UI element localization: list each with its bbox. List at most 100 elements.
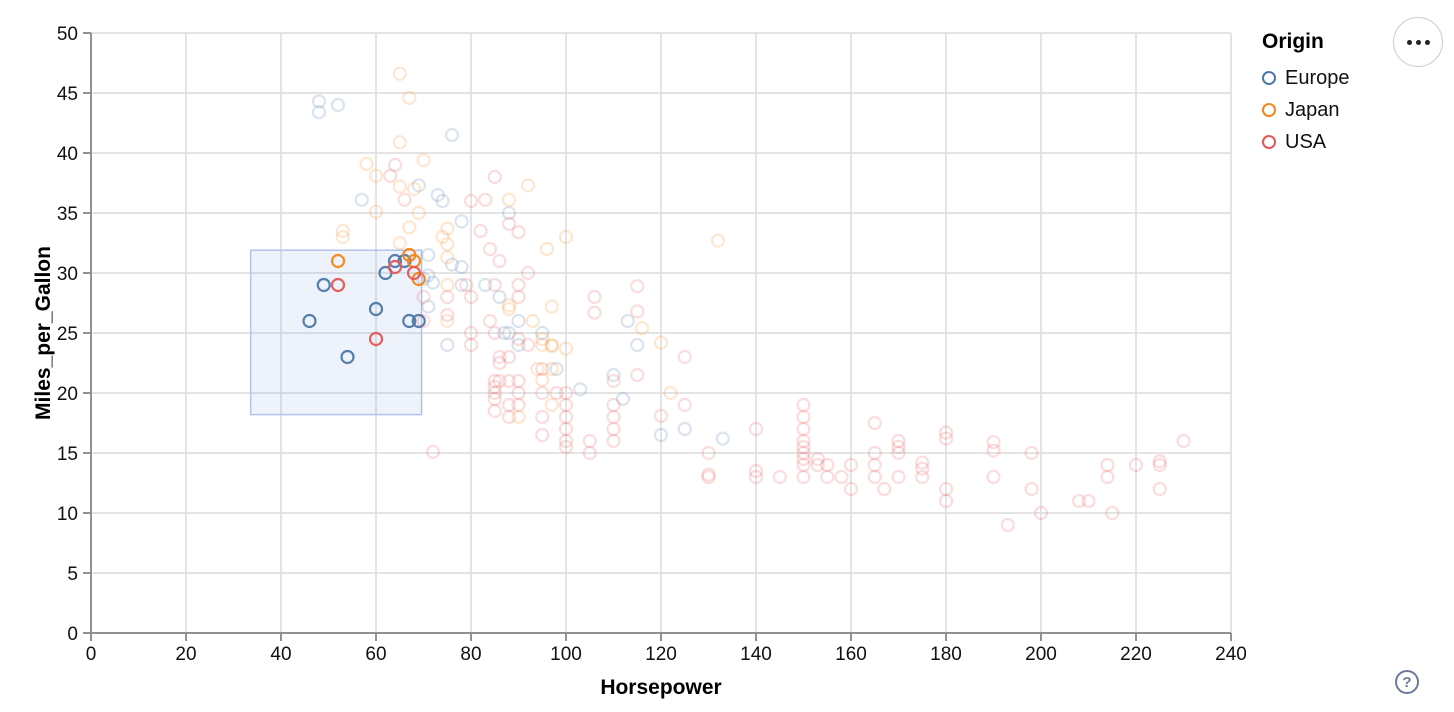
data-point-usa [511, 277, 526, 293]
legend-entry-europe: Europe [1262, 62, 1350, 94]
data-point-usa [891, 469, 906, 485]
data-point-japan [544, 339, 559, 354]
data-point-usa [606, 421, 621, 437]
data-point-japan [663, 385, 678, 401]
data-point-japan [653, 335, 669, 350]
data-point-europe [454, 277, 469, 293]
data-point-usa [1081, 493, 1096, 509]
data-point-usa [406, 265, 422, 281]
data-point-usa [772, 469, 787, 485]
legend-entry-japan: Japan [1262, 94, 1350, 126]
data-point-usa [938, 431, 954, 446]
data-point-usa [549, 385, 564, 401]
data-point-usa [558, 385, 574, 401]
data-point-usa [820, 457, 835, 473]
data-point-usa [330, 277, 346, 293]
data-point-usa [867, 445, 882, 461]
y-tick-label: 5 [67, 564, 78, 585]
data-point-usa [1033, 505, 1049, 521]
legend-symbol-icon [1262, 135, 1276, 149]
data-point-europe [511, 337, 526, 353]
x-tick-label: 0 [86, 644, 97, 665]
data-point-japan [501, 192, 517, 207]
data-point-japan [392, 135, 407, 150]
data-point-usa [582, 445, 597, 461]
data-point-usa [535, 409, 550, 425]
data-point-usa [1024, 481, 1039, 497]
y-tick-label: 50 [57, 24, 78, 45]
data-point-usa [459, 277, 474, 293]
data-point-usa [1100, 469, 1115, 485]
data-point-japan [535, 337, 550, 353]
data-point-usa [606, 397, 621, 413]
x-tick-label: 200 [1025, 644, 1057, 665]
data-point-usa [387, 157, 403, 173]
data-point-usa [630, 304, 645, 319]
x-tick-label: 180 [930, 644, 962, 665]
x-tick-label: 220 [1120, 644, 1152, 665]
data-point-europe [501, 325, 517, 341]
data-point-usa [820, 469, 835, 485]
data-point-usa [501, 349, 517, 365]
data-point-usa [492, 355, 507, 371]
data-point-usa [796, 439, 811, 455]
brush-selection[interactable] [249, 249, 423, 416]
actions-menu-button[interactable] [1393, 17, 1443, 67]
y-tick-label: 15 [57, 444, 78, 465]
data-point-usa [891, 445, 906, 461]
data-point-japan [359, 156, 374, 171]
data-point-usa [473, 223, 488, 239]
data-point-usa [891, 433, 906, 449]
data-point-europe [501, 205, 517, 221]
data-point-europe [430, 187, 445, 203]
data-point-japan [416, 153, 431, 168]
data-point-usa [653, 408, 669, 423]
data-point-japan [520, 178, 536, 193]
x-tick-label: 80 [460, 644, 481, 665]
help-button[interactable]: ? [1395, 670, 1419, 694]
data-point-usa [606, 409, 621, 425]
data-point-usa [492, 349, 507, 365]
ellipsis-icon [1406, 39, 1430, 45]
data-point-usa [558, 409, 574, 425]
data-point-usa [492, 253, 507, 269]
data-point-usa [748, 463, 764, 479]
data-point-japan [544, 337, 559, 353]
data-point-europe [454, 259, 469, 275]
data-point-europe [411, 313, 426, 329]
data-point-europe [368, 301, 384, 317]
data-point-japan [634, 321, 650, 336]
data-point-usa [535, 427, 550, 443]
data-point-usa [487, 169, 502, 185]
data-point-japan [406, 181, 422, 197]
data-point-japan [530, 361, 545, 377]
x-tick-label: 40 [270, 644, 291, 665]
data-point-usa [487, 403, 502, 419]
legend-symbol-icon [1262, 103, 1276, 117]
data-point-europe [354, 192, 369, 207]
data-point-usa [487, 379, 502, 395]
data-point-usa [463, 337, 479, 353]
data-point-usa [511, 385, 526, 401]
data-point-usa [915, 461, 930, 476]
axes: 0 20 40 60 80 100 120 140 160 180 200 220 240 0 5 10 15 2… [57, 24, 1247, 665]
data-point-usa [867, 415, 882, 431]
data-point-usa [463, 325, 479, 341]
data-point-usa [535, 361, 550, 377]
data-point-usa [796, 409, 811, 425]
data-point-usa [986, 443, 1001, 458]
data-point-japan [501, 298, 517, 313]
data-point-japan [511, 409, 526, 425]
x-axis-title: Horsepower [600, 676, 721, 699]
data-point-europe [615, 391, 631, 407]
data-point-europe [677, 421, 692, 437]
data-point-usa [606, 373, 621, 389]
legend-label: USA [1285, 130, 1327, 153]
data-point-usa [796, 397, 811, 413]
data-point-usa [810, 451, 825, 467]
data-point-japan [402, 220, 417, 235]
data-point-europe [425, 275, 441, 290]
data-point-usa [1128, 457, 1144, 473]
data-point-usa [677, 397, 692, 413]
